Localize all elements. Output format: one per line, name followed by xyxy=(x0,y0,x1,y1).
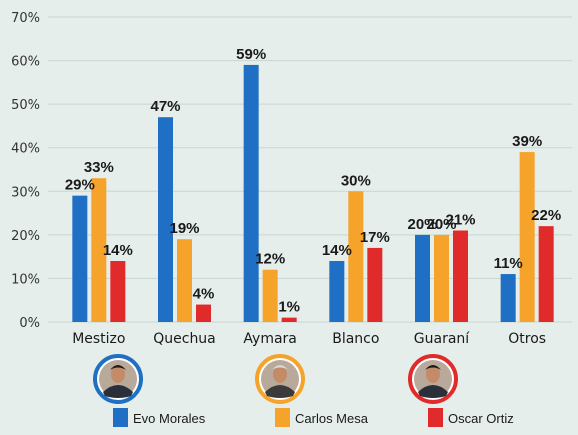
legend-swatch xyxy=(113,408,128,427)
bar-carlos-mesa xyxy=(91,178,107,322)
legend-swatch xyxy=(428,408,443,427)
data-label-carlos-mesa: 12% xyxy=(255,251,285,268)
bar-evo-morales xyxy=(243,64,259,322)
grid-layer xyxy=(48,16,572,323)
y-tick-label: 0% xyxy=(19,316,40,331)
legend-label: Carlos Mesa xyxy=(295,411,369,426)
data-labels: 29%33% 14% 47% 19% 4% 59% 12% 1% 14% 30% 17% 20%20%… xyxy=(65,46,561,316)
legend-label: Evo Morales xyxy=(133,411,206,426)
person-icon xyxy=(414,360,452,398)
bar-carlos-mesa xyxy=(262,269,278,322)
bar-carlos-mesa xyxy=(519,152,535,322)
bar-carlos-mesa xyxy=(177,239,192,322)
x-tick-label: Blanco xyxy=(332,331,379,347)
bar-oscar-ortiz xyxy=(196,304,211,322)
data-label-carlos-mesa: 39% xyxy=(512,133,542,150)
data-label-oscar-ortiz: 22% xyxy=(531,207,561,224)
bar-evo-morales xyxy=(329,261,345,322)
y-tick-label: 10% xyxy=(11,272,40,287)
y-tick-label: 30% xyxy=(11,185,40,200)
bar-oscar-ortiz xyxy=(453,230,468,322)
data-label-carlos-mesa: 19% xyxy=(169,220,199,237)
y-tick-label: 60% xyxy=(11,55,40,70)
bar-evo-morales xyxy=(415,234,430,322)
data-label-carlos-mesa: 30% xyxy=(341,172,371,189)
data-label-carlos-mesa: 20% xyxy=(426,216,456,233)
bar-evo-morales xyxy=(158,117,173,322)
y-tick-label: 20% xyxy=(11,229,40,244)
bar-oscar-ortiz xyxy=(538,226,554,322)
legend-item-evo-morales: Evo Morales xyxy=(93,354,206,427)
x-tick-label: Quechua xyxy=(153,331,216,347)
person-icon xyxy=(261,360,299,398)
bar-oscar-ortiz xyxy=(367,247,383,322)
data-label-evo-morales: 14% xyxy=(322,242,352,259)
bar-oscar-ortiz xyxy=(110,261,126,322)
bar-carlos-mesa xyxy=(348,191,364,322)
x-tick-label: Aymara xyxy=(243,331,296,347)
x-tick-label: Guaraní xyxy=(414,331,471,347)
x-axis-ticks: Mestizo Quechua Aymara Blanco Guaraní Otros xyxy=(72,331,546,347)
person-icon xyxy=(99,360,137,398)
data-label-carlos-mesa: 33% xyxy=(84,159,114,176)
legend: Evo Morales Carlos Mesa Oscar Ortiz xyxy=(93,354,514,427)
data-label-evo-morales: 59% xyxy=(236,46,266,63)
legend-item-oscar-ortiz: Oscar Ortiz xyxy=(408,354,514,427)
x-tick-label: Mestizo xyxy=(72,331,125,347)
bar-carlos-mesa xyxy=(434,234,449,322)
data-label-evo-morales: 47% xyxy=(150,98,180,115)
y-tick-label: 50% xyxy=(11,98,40,113)
data-label-oscar-ortiz: 4% xyxy=(193,286,215,303)
legend-label: Oscar Ortiz xyxy=(448,411,514,426)
legend-item-carlos-mesa: Carlos Mesa xyxy=(255,354,369,427)
data-label-evo-morales: 11% xyxy=(494,255,523,272)
bar-oscar-ortiz xyxy=(281,317,297,322)
bar-evo-morales xyxy=(72,195,88,322)
y-axis-ticks: 0% 10% 20% 30% 40% 50% 60% 70% xyxy=(11,11,40,331)
bar-evo-morales xyxy=(500,274,516,322)
legend-swatch xyxy=(275,408,290,427)
data-label-oscar-ortiz: 21% xyxy=(445,212,475,229)
data-label-evo-morales: 29% xyxy=(65,177,95,194)
x-tick-label: Otros xyxy=(508,331,546,347)
data-label-oscar-ortiz: 1% xyxy=(278,299,300,316)
bars xyxy=(72,64,554,322)
y-tick-label: 40% xyxy=(11,142,40,157)
data-label-oscar-ortiz: 14% xyxy=(103,242,133,259)
y-tick-label: 70% xyxy=(11,11,40,26)
data-label-oscar-ortiz: 17% xyxy=(360,229,390,246)
data-label-evo-morales: 20% xyxy=(407,216,437,233)
